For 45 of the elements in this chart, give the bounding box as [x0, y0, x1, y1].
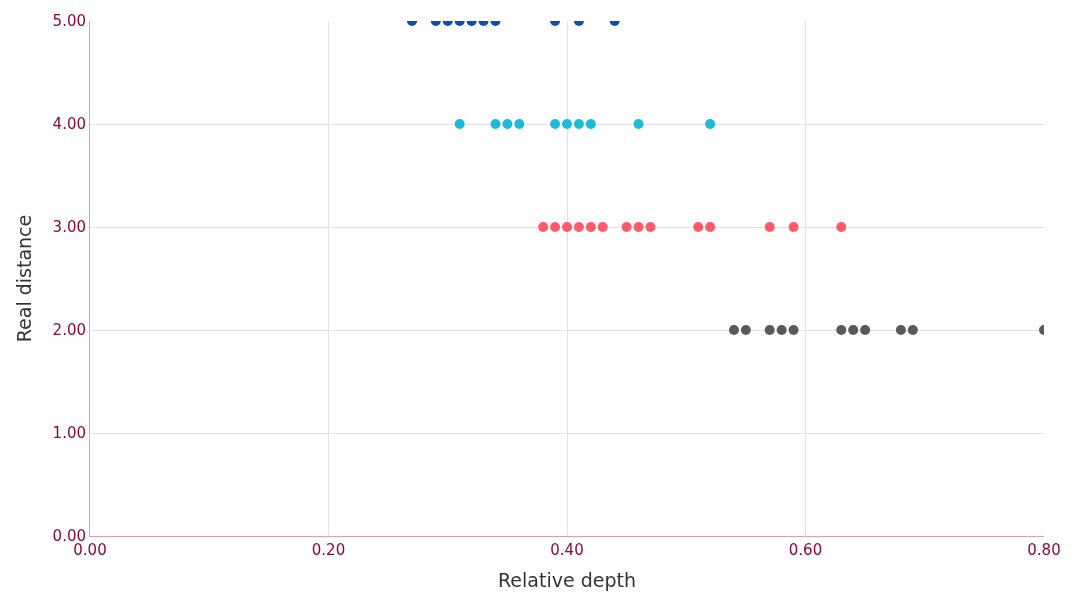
x-tick-label: 0.40 — [550, 541, 584, 559]
point — [705, 119, 716, 129]
point — [633, 119, 644, 129]
point — [895, 325, 906, 335]
point — [502, 119, 513, 129]
y-tick-label: 2.00 — [52, 321, 86, 340]
point — [621, 222, 632, 232]
point — [573, 119, 584, 129]
y-tick-label: 1.00 — [52, 424, 86, 443]
point — [490, 119, 501, 129]
point — [728, 325, 739, 335]
point — [740, 325, 751, 335]
point — [788, 325, 799, 335]
point — [585, 222, 596, 232]
y-tick-label: 3.00 — [52, 218, 86, 237]
x-tick-label: 0.60 — [788, 541, 823, 559]
point — [860, 325, 871, 335]
point — [550, 119, 561, 129]
point — [907, 325, 918, 335]
y-axis-title: Real distance — [13, 214, 36, 343]
point — [585, 119, 596, 129]
point — [562, 222, 572, 232]
point — [633, 222, 644, 232]
point — [562, 119, 572, 129]
point — [836, 325, 847, 335]
point — [693, 222, 704, 232]
point — [764, 325, 775, 335]
y-tick-label: 5.00 — [52, 12, 86, 31]
x-axis-title: Relative depth — [498, 568, 636, 591]
x-tick-label: 0.80 — [1027, 541, 1061, 559]
point — [597, 222, 608, 232]
point — [573, 222, 584, 232]
y-tick-label: 4.00 — [52, 115, 86, 134]
point — [550, 222, 561, 232]
point — [454, 119, 465, 129]
point — [645, 222, 656, 232]
point — [764, 222, 775, 232]
point — [836, 222, 847, 232]
point — [705, 222, 716, 232]
x-tick-label: 0.20 — [311, 541, 346, 559]
point — [788, 222, 799, 232]
point — [848, 325, 859, 335]
point — [776, 325, 787, 335]
point — [514, 119, 525, 129]
point — [538, 222, 549, 232]
